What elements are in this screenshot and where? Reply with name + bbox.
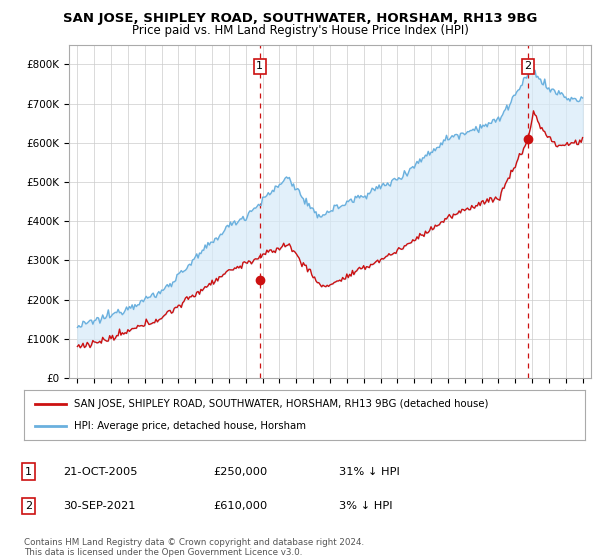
Text: 30-SEP-2021: 30-SEP-2021 — [63, 501, 136, 511]
Text: 2: 2 — [524, 62, 532, 71]
Text: 2: 2 — [25, 501, 32, 511]
Text: SAN JOSE, SHIPLEY ROAD, SOUTHWATER, HORSHAM, RH13 9BG: SAN JOSE, SHIPLEY ROAD, SOUTHWATER, HORS… — [63, 12, 537, 25]
Text: 1: 1 — [25, 466, 32, 477]
Text: 3% ↓ HPI: 3% ↓ HPI — [339, 501, 392, 511]
Text: Price paid vs. HM Land Registry's House Price Index (HPI): Price paid vs. HM Land Registry's House … — [131, 24, 469, 37]
Text: HPI: Average price, detached house, Horsham: HPI: Average price, detached house, Hors… — [74, 421, 307, 431]
Text: Contains HM Land Registry data © Crown copyright and database right 2024.
This d: Contains HM Land Registry data © Crown c… — [24, 538, 364, 557]
Text: £610,000: £610,000 — [213, 501, 267, 511]
Text: 31% ↓ HPI: 31% ↓ HPI — [339, 466, 400, 477]
Text: 21-OCT-2005: 21-OCT-2005 — [63, 466, 137, 477]
Text: 1: 1 — [256, 62, 263, 71]
Text: SAN JOSE, SHIPLEY ROAD, SOUTHWATER, HORSHAM, RH13 9BG (detached house): SAN JOSE, SHIPLEY ROAD, SOUTHWATER, HORS… — [74, 399, 489, 409]
Text: £250,000: £250,000 — [213, 466, 267, 477]
